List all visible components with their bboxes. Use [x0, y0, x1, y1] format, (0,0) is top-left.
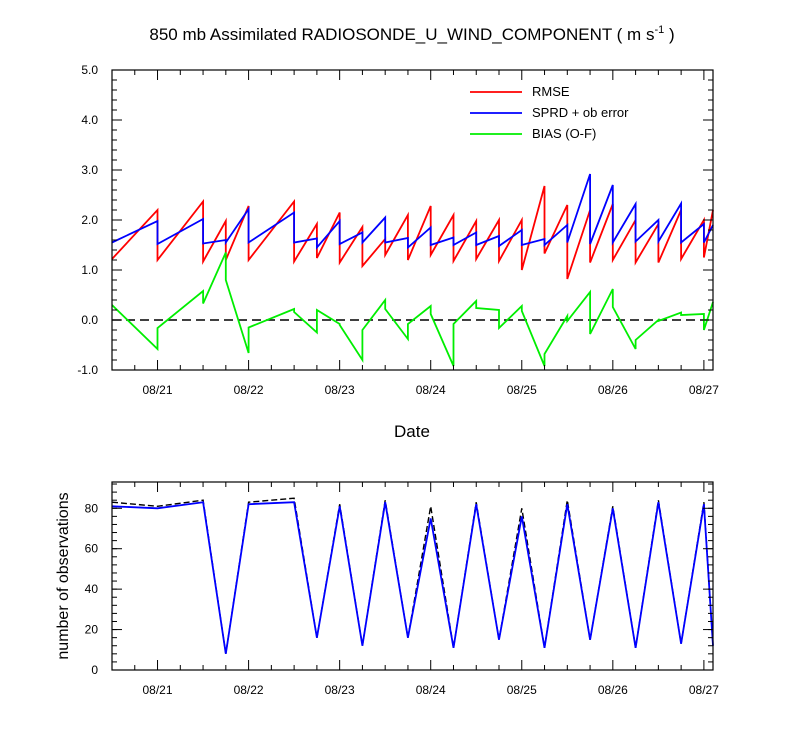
top-y-tick-label: 3.0: [81, 163, 98, 177]
top-series-rmse: [111, 185, 714, 280]
bottom-series-assimilated: [111, 501, 714, 654]
top-series-sprd-ob-error: [111, 173, 714, 250]
top-series-layer: [111, 173, 714, 367]
top-x-tick-label: 08/23: [325, 383, 355, 397]
top-x-tick-label: 08/21: [143, 383, 173, 397]
legend-label: SPRD + ob error: [532, 105, 629, 120]
bottom-x-tick-label: 08/27: [689, 683, 719, 697]
bottom-y-tick-label: 60: [85, 542, 99, 556]
bottom-x-tick-label: 08/25: [507, 683, 537, 697]
x-axis-title: Date: [394, 422, 430, 441]
legend-label: BIAS (O-F): [532, 126, 596, 141]
chart-title-main: 850 mb Assimilated RADIOSONDE_U_WIND_COM…: [149, 25, 654, 44]
top-x-tick-label: 08/22: [234, 383, 264, 397]
bottom-y-tick-label: 0: [91, 663, 98, 677]
top-x-tick-label: 08/27: [689, 383, 719, 397]
top-y-tick-label: 2.0: [81, 213, 98, 227]
top-y-tick-label: -1.0: [77, 363, 98, 377]
bottom-y-tick-label: 40: [85, 582, 99, 596]
top-x-tick-label: 08/26: [598, 383, 628, 397]
bottom-y-tick-label: 80: [85, 501, 99, 515]
top-y-tick-label: 4.0: [81, 113, 98, 127]
top-y-tick-label: 0.0: [81, 313, 98, 327]
legend: RMSE SPRD + ob error BIAS (O-F): [470, 84, 629, 141]
top-x-tick-label: 08/25: [507, 383, 537, 397]
chart-title: 850 mb Assimilated RADIOSONDE_U_WIND_COM…: [149, 24, 674, 44]
bottom-y-tick-label: 20: [85, 623, 99, 637]
bottom-x-tick-label: 08/24: [416, 683, 446, 697]
bottom-x-tick-label: 08/23: [325, 683, 355, 697]
top-y-tick-label: 5.0: [81, 63, 98, 77]
bottom-axis-ticks: 08/21 08/22 08/23 08/24 08/25 08/26 08/27 0 20 40…: [85, 482, 719, 697]
top-plot: 08/21 08/22 08/23 08/24 08/25 08/26 08/27 -1.0 0…: [77, 63, 719, 397]
bottom-series-possible: [111, 497, 714, 654]
top-axis-ticks: 08/21 08/22 08/23 08/24 08/25 08/26 08/27 -1.0 0…: [77, 63, 719, 397]
bottom-series-layer: [111, 497, 714, 654]
bottom-plot-frame: [111, 481, 714, 671]
bottom-x-tick-label: 08/22: [234, 683, 264, 697]
y-axis-title-observations: number of observations: [55, 492, 72, 659]
top-y-tick-label: 1.0: [81, 263, 98, 277]
bottom-plot: 08/21 08/22 08/23 08/24 08/25 08/26 08/27 0 20 40…: [85, 481, 719, 697]
chart-title-end: ): [664, 25, 674, 44]
legend-label: RMSE: [532, 84, 570, 99]
bottom-x-tick-label: 08/21: [143, 683, 173, 697]
top-series-bias-o-f: [111, 252, 714, 367]
top-x-tick-label: 08/24: [416, 383, 446, 397]
chart-title-superscript: -1: [654, 24, 664, 36]
bottom-x-tick-label: 08/26: [598, 683, 628, 697]
